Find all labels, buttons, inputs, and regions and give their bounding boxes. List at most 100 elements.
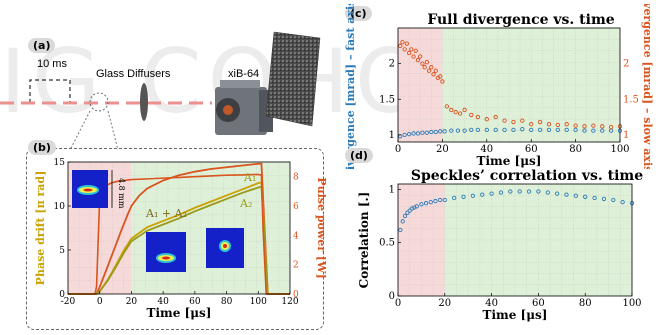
data-point [526, 189, 532, 194]
x-tick-label: 20 [438, 298, 451, 309]
data-point [573, 193, 578, 198]
x-tick-label: 20 [436, 144, 449, 155]
y2-tick-label: 0 [293, 290, 299, 300]
y2-tick-label: 1 [623, 130, 629, 141]
x-tick-label: 100 [250, 297, 267, 307]
scale-label: 4.8 mm [117, 178, 126, 209]
data-point [406, 50, 412, 56]
data-point [415, 57, 421, 63]
x-tick-label: 40 [157, 297, 169, 307]
y-tick-label: 2 [389, 59, 395, 70]
data-point [508, 189, 513, 194]
data-point [407, 208, 412, 213]
data-point [411, 131, 416, 136]
data-point [406, 132, 412, 137]
x-tick-label: 60 [532, 298, 545, 309]
plot-frame [397, 183, 633, 297]
data-point [608, 124, 614, 130]
data-point [620, 199, 625, 205]
data-point [455, 128, 461, 133]
y2-tick-label: 1.5 [623, 94, 639, 105]
data-point [582, 124, 587, 129]
x-tick-label: 100 [610, 144, 629, 155]
data-point [554, 191, 560, 196]
x-tick-label: 120 [281, 297, 298, 307]
data-point [498, 190, 504, 195]
data-point [424, 60, 430, 65]
data-point [511, 127, 516, 133]
chart-title: Full divergence vs. time [427, 12, 614, 28]
glass-diffuser [140, 83, 148, 121]
data-point [555, 122, 560, 128]
annotation-sum: A₁ + A₂ [145, 207, 187, 220]
beam-spot-peak [223, 244, 227, 248]
data-point [438, 129, 443, 134]
data-point [415, 131, 421, 136]
data-point [611, 197, 616, 203]
beam-spot-peak [162, 256, 170, 260]
data-point [433, 129, 438, 135]
x-axis-label: Time [μs] [483, 308, 548, 322]
data-point [555, 127, 560, 133]
pulse-duration-label: 10 ms [37, 58, 67, 70]
y-tick-label: 10 [54, 202, 66, 212]
y-tick-label: 15 [54, 158, 66, 168]
data-point [591, 123, 596, 128]
x-tick-label: 60 [525, 144, 538, 155]
y2-tick-label: 2 [293, 261, 299, 271]
y-axis-label: Phase drift [π rad] [34, 171, 47, 286]
data-point [405, 210, 410, 215]
data-point [600, 124, 605, 129]
data-point [493, 127, 498, 133]
pulse-sketch [29, 79, 71, 103]
panel-c-label: (c) [345, 6, 372, 21]
data-point [422, 65, 427, 70]
y2-tick-label: 8 [293, 173, 299, 183]
data-point [480, 192, 485, 197]
data-point [452, 195, 457, 201]
data-point [470, 193, 476, 198]
data-point [411, 54, 416, 59]
plot-frame [67, 161, 291, 295]
x-tick-label: 0 [395, 298, 401, 309]
data-point [442, 129, 447, 134]
data-point [600, 128, 605, 133]
data-point [412, 205, 417, 210]
data-point [517, 189, 522, 194]
data-point [502, 127, 507, 133]
chart-title: Speckles’ correlation vs. time [411, 168, 643, 184]
plot-frame [397, 27, 621, 143]
data-point [398, 227, 403, 233]
data-point [404, 41, 410, 46]
data-point [433, 68, 438, 73]
data-point [433, 198, 438, 204]
y-axis-label: Divergence [mrad] – fast axis – [344, 4, 357, 169]
y2-axis-label: Pulse power [W] [315, 177, 326, 278]
data-point [409, 47, 414, 52]
x-tick-label: 0 [97, 297, 103, 307]
panel-b-frame [26, 148, 324, 330]
data-point [431, 72, 436, 77]
data-point [529, 122, 534, 127]
data-point [423, 201, 429, 206]
x-tick-label: 40 [480, 144, 493, 155]
data-point [458, 111, 463, 116]
y-axis-label: Correlation [.] [357, 192, 371, 289]
x-tick-label: 0 [395, 144, 401, 155]
y2-axis-label: Divergence [mrad] – slow axis – [641, 4, 654, 169]
data-point [520, 118, 525, 123]
y-tick-label: 0 [59, 290, 65, 300]
y-tick-label: 1 [389, 184, 395, 195]
data-point [419, 202, 424, 207]
y2-tick-label: 6 [293, 202, 299, 212]
data-point [536, 189, 541, 194]
data-point [462, 128, 467, 133]
data-point [537, 119, 543, 125]
panel-a-label: (a) [28, 38, 56, 53]
annotation-a1: A₁ [243, 171, 256, 184]
chart-c: 0 20 40 60 80 100 1 1.5 2 1 1.5 2 Full divergence vs… [344, 4, 654, 169]
data-point [475, 114, 481, 120]
data-point [453, 109, 458, 115]
data-point [413, 48, 418, 53]
y2-tick-label: 4 [293, 231, 299, 241]
